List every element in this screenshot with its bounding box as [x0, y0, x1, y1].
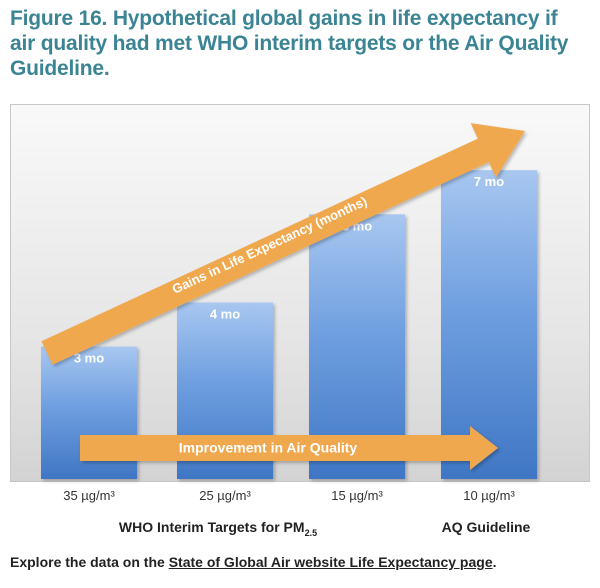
improvement-arrow-shape: [80, 426, 498, 470]
bar-3: [309, 214, 405, 479]
who-targets-text: WHO Interim Targets for PM: [119, 519, 305, 535]
who-targets-label: WHO Interim Targets for PM2.5: [119, 519, 317, 538]
improvement-arrow-label: Improvement in Air Quality: [179, 440, 358, 456]
footer-prefix: Explore the data on the: [10, 554, 169, 570]
improvement-arrow: Improvement in Air Quality: [80, 426, 498, 470]
title-line-2: air quality had met WHO interim targets …: [10, 32, 569, 55]
x-tick-label-4: 10 µg/m³: [463, 488, 515, 503]
gains-arrow-shape: [41, 123, 525, 365]
x-tick-label-3: 15 µg/m³: [331, 488, 383, 503]
figure-title: Figure 16. Hypothetical global gains in …: [10, 6, 590, 81]
aq-guideline-label: AQ Guideline: [442, 519, 531, 535]
title-line-1: Figure 16. Hypothetical global gains in …: [10, 7, 558, 30]
x-tick-label-2: 25 µg/m³: [199, 488, 251, 503]
bar-value-label-2: 4 mo: [210, 307, 240, 322]
title-line-3: Guideline.: [10, 57, 110, 80]
bar-value-label-1: 3 mo: [74, 351, 104, 366]
pm25-subscript: 2.5: [305, 528, 318, 538]
bar-4: [441, 170, 537, 480]
footer-note: Explore the data on the State of Global …: [10, 554, 590, 570]
bar-value-label-4: 7 mo: [474, 174, 504, 189]
footer-suffix: .: [492, 554, 497, 570]
x-tick-label-1: 35 µg/m³: [63, 488, 115, 503]
x-tick-labels: 35 µg/m³ 25 µg/m³ 15 µg/m³ 10 µg/m³: [63, 488, 515, 503]
life-expectancy-page-link[interactable]: State of Global Air website Life Expecta…: [168, 554, 493, 570]
life-expectancy-bar-chart: 3 mo4 mo6 mo7 mo Gains in Life Expectanc…: [41, 123, 537, 538]
